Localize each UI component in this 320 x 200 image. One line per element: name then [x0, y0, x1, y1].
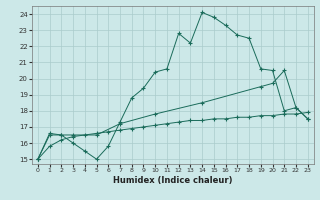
X-axis label: Humidex (Indice chaleur): Humidex (Indice chaleur)	[113, 176, 233, 185]
